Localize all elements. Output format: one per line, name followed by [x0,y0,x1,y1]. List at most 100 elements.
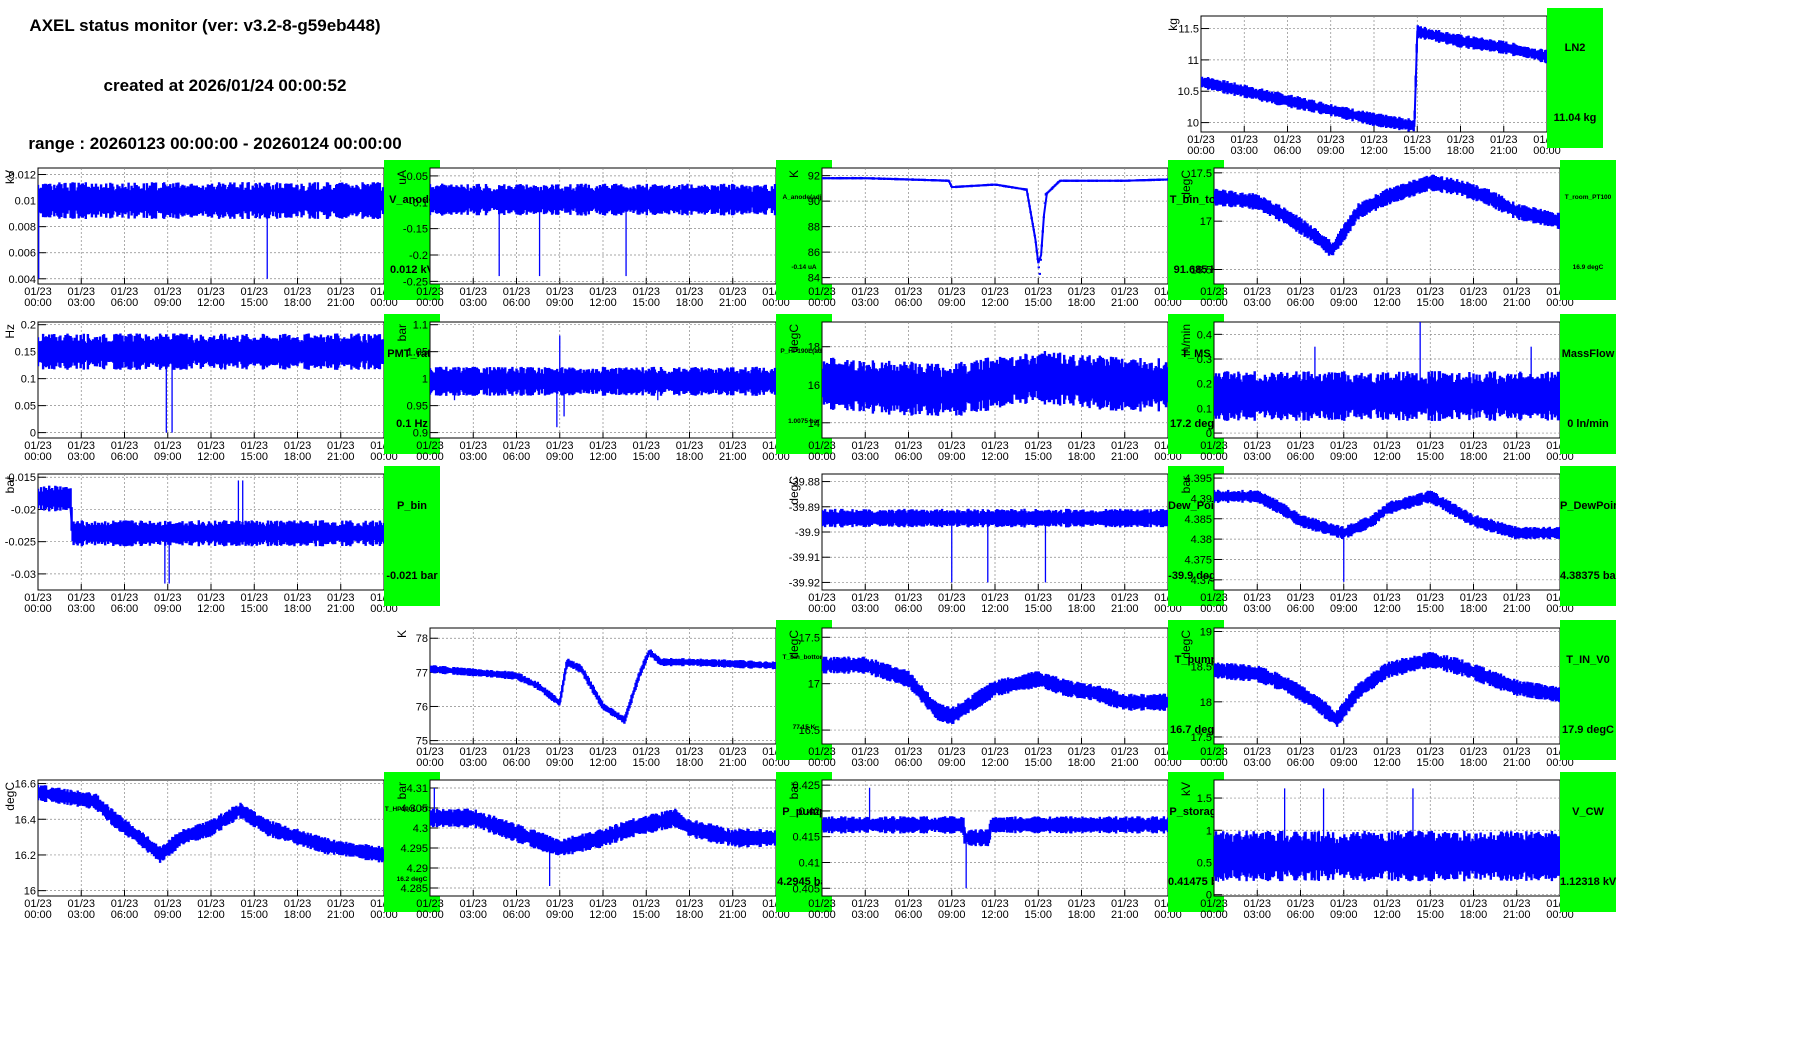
x-tick-label: 01/23 [1416,286,1444,298]
series-group [822,176,1168,275]
x-tick-label: 01/23 [1111,286,1139,298]
x-tick-label: 01/23 [24,286,52,298]
x-tick-label: 06:00 [503,757,531,769]
x-tick-label: 01/23 [719,440,747,452]
x-tick-label: 12:00 [1373,909,1401,921]
x-tick-label: 01/23 [1200,898,1228,910]
y-tick-label: 1.1 [413,320,428,332]
x-tick-label: 03:00 [1243,757,1271,769]
y-tick-label: 4.375 [1184,554,1212,566]
x-tick-label: 06:00 [1287,603,1315,615]
y-tick-label: 90 [808,196,820,208]
status-value: 11.04 kg [1553,112,1597,124]
x-tick-label: 03:00 [851,757,879,769]
x-tick-label: 03:00 [851,451,879,463]
x-tick-label: 03:00 [67,603,95,615]
x-tick-label: 09:00 [938,297,966,309]
x-tick-label: 01/23 [895,592,923,604]
y-tick-label: 16.2 [15,850,36,862]
y-tick-label: 4.39 [1191,493,1212,505]
x-tick-label: 01/23 [895,440,923,452]
x-tick-label: 01/23 [197,592,225,604]
x-tick-label: 01/23 [632,440,660,452]
x-tick-label: 00:00 [1154,297,1182,309]
series-group [430,183,776,277]
x-tick-label: 01/23 [240,286,268,298]
y-tick-label: -0.05 [403,171,428,183]
x-tick-label: 21:00 [1503,297,1531,309]
status-value: 4.2945 bar [777,876,831,888]
status-value: 91.685 K [1173,264,1219,276]
status-name: T_bin_bottom [782,654,826,661]
series-line [822,664,1168,718]
x-tick-label: 01/23 [284,898,312,910]
y-axis-label: kV [1179,782,1193,796]
x-tick-label: 01/23 [459,746,487,758]
x-tick-label: 01/23 [1287,898,1315,910]
series-group [1214,174,1560,256]
x-tick-label: 01/23 [895,746,923,758]
y-axis-label: degC [787,324,801,353]
status-value: -39.9 degC [1168,570,1224,582]
x-tick-label: 01/23 [67,898,95,910]
x-tick-label: 12:00 [197,909,225,921]
y-tick-label: 0.3 [1197,354,1212,366]
x-tick-label: 09:00 [546,757,574,769]
x-tick-label: 06:00 [895,757,923,769]
series-group [430,335,776,428]
panel-t_pump: 01/23 00:00 01/23 03:00 01/23 06:00 01/23 09:00… [784,620,1224,788]
y-tick-label: 0.05 [15,401,36,413]
x-tick-label: 03:00 [1243,451,1271,463]
status-value: 0.41475 bar [1168,876,1224,888]
status-name: P_storage [1169,806,1223,818]
x-tick-label: 01/23 [1243,898,1271,910]
chart-t_hp190l: 01/2300:0001/2303:0001/2306:0001/2309:00… [3,779,398,921]
status-name: T_bin_top [1169,194,1223,206]
x-tick-label: 01/23 [1068,286,1096,298]
created-timestamp: created at 2026/01/24 00:00:52 [103,76,347,95]
chart-massflow: 01/2300:0001/2303:0001/2306:0001/2309:00… [1179,321,1574,463]
series-line [430,650,776,721]
y-tick-label: 86 [808,247,820,259]
series-line [38,791,384,856]
x-tick-label: 00:00 [808,297,836,309]
series-group [38,480,384,584]
x-tick-label: 01/23 [1274,134,1302,146]
y-axis-label: degC [787,630,801,659]
x-tick-label: 01/23 [1111,592,1139,604]
x-tick-label: 01/23 [938,440,966,452]
x-tick-label: 01/23 [111,592,139,604]
y-tick-label: 88 [808,222,820,234]
x-tick-label: 15:00 [632,297,660,309]
y-tick-label: 0 [30,428,36,440]
x-tick-label: 00:00 [1154,451,1182,463]
x-tick-label: 09:00 [154,451,182,463]
x-tick-label: 18:00 [1068,603,1096,615]
x-tick-label: 01/23 [851,898,879,910]
x-tick-label: 01/23 [938,286,966,298]
x-tick-label: 21:00 [1111,757,1139,769]
x-tick-label: 01/23 [1460,592,1488,604]
y-axis-label: kV [3,170,17,184]
x-tick-label: 01/23 [1200,440,1228,452]
y-tick-label: 77 [416,667,428,679]
y-tick-label: -0.025 [5,537,36,549]
x-tick-label: 01/23 [589,898,617,910]
x-tick-label: 00:00 [1200,757,1228,769]
x-tick-label: 12:00 [1373,757,1401,769]
x-tick-label: 01/23 [851,746,879,758]
x-tick-label: 21:00 [1111,451,1139,463]
x-tick-label: 12:00 [589,297,617,309]
series-group [430,788,776,886]
x-tick-label: 01/23 [1243,746,1271,758]
y-tick-label: 1.05 [407,347,428,359]
x-tick-label: 03:00 [1243,909,1271,921]
y-axis-label: K [787,170,801,178]
x-tick-label: 18:00 [284,451,312,463]
y-axis-label: bar [3,476,17,493]
chart-t_room: 01/2300:0001/2303:0001/2306:0001/2309:00… [1179,167,1574,309]
x-tick-label: 12:00 [981,603,1009,615]
panel-p_hp190l: 01/23 00:00 01/23 03:00 01/23 06:00 01/23 09:00… [392,314,832,482]
status-name: PMT_rate [387,348,437,360]
x-tick-label: 06:00 [1287,757,1315,769]
